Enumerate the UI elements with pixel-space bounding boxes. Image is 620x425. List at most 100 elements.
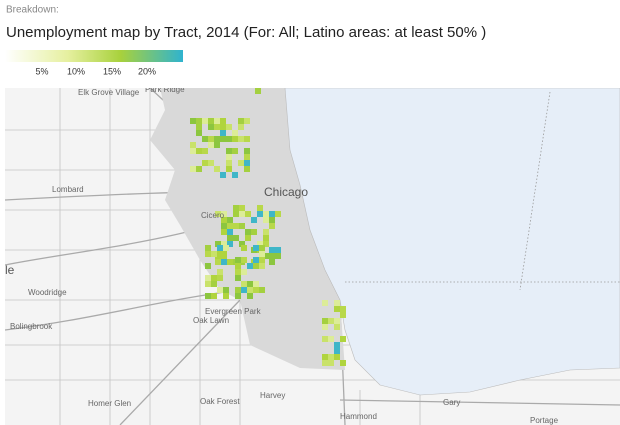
tract [221, 217, 227, 223]
tract [259, 251, 265, 257]
tract [221, 223, 227, 229]
tract [205, 245, 211, 251]
tract [227, 217, 233, 223]
tract [269, 217, 275, 223]
tract [221, 259, 227, 265]
tract [238, 136, 244, 142]
tract [208, 124, 214, 130]
tract [235, 269, 241, 275]
tract [255, 88, 261, 94]
tract [208, 136, 214, 142]
place-label: Oak Forest [200, 397, 240, 406]
tract [220, 124, 226, 130]
tract [259, 257, 265, 263]
tract [227, 241, 233, 247]
tract [253, 257, 259, 263]
tract [253, 281, 259, 287]
tract [232, 172, 238, 178]
tract [239, 205, 245, 211]
tract [263, 211, 269, 217]
tract [232, 130, 238, 136]
tract [328, 360, 334, 366]
tract [253, 245, 259, 251]
tract [196, 148, 202, 154]
tract [257, 211, 263, 217]
tract [214, 166, 220, 172]
tract [235, 293, 241, 299]
tract [251, 217, 257, 223]
tract [190, 148, 196, 154]
tract [202, 118, 208, 124]
tract [232, 136, 238, 142]
tract [208, 118, 214, 124]
place-label: Gary [443, 398, 460, 407]
tract [244, 118, 250, 124]
legend-tick: 15% [103, 66, 121, 76]
tract [244, 160, 250, 166]
tract [322, 300, 328, 306]
place-label: Evergreen Park [205, 307, 262, 316]
tract [245, 211, 251, 217]
tract [205, 281, 211, 287]
place-label: Lombard [52, 185, 84, 194]
tract [208, 142, 214, 148]
tract [241, 245, 247, 251]
tract [239, 223, 245, 229]
tract [269, 211, 275, 217]
tract [238, 124, 244, 130]
tract [244, 136, 250, 142]
tract [221, 229, 227, 235]
tract [340, 312, 346, 318]
tract [263, 217, 269, 223]
tract [275, 247, 281, 253]
map-title: Unemployment map by Tract, 2014 (For: Al… [6, 24, 486, 41]
place-label: Portage [530, 416, 559, 425]
tract [214, 118, 220, 124]
tract [233, 205, 239, 211]
tract [245, 229, 251, 235]
place-label: Hammond [340, 412, 377, 421]
tract [328, 336, 334, 342]
tract [232, 148, 238, 154]
state-line [345, 91, 620, 291]
tract [241, 257, 247, 263]
tract [239, 211, 245, 217]
place-label: Harvey [260, 391, 285, 400]
tract [328, 318, 334, 324]
tract [226, 154, 232, 160]
tract [257, 241, 263, 247]
tract [235, 275, 241, 281]
tracts [190, 88, 346, 366]
tract [211, 293, 217, 299]
tract [223, 287, 229, 293]
tract [241, 269, 247, 275]
tract [217, 275, 223, 281]
tract [227, 223, 233, 229]
legend-tick: 10% [67, 66, 85, 76]
place-label: Elk Grove Village [78, 88, 140, 97]
tract [217, 269, 223, 275]
tract [196, 118, 202, 124]
breakdown-label: Breakdown: [6, 5, 59, 16]
tract [247, 263, 253, 269]
place-label: Cicero [201, 211, 225, 220]
tract [202, 148, 208, 154]
tract [340, 360, 346, 366]
tract [263, 241, 269, 247]
tract [215, 241, 221, 247]
tract [269, 259, 275, 265]
tract [227, 235, 233, 241]
tract [247, 293, 253, 299]
tract [217, 245, 223, 251]
tract [253, 287, 259, 293]
tract [334, 324, 340, 330]
tract [215, 211, 221, 217]
tract [251, 229, 257, 235]
tract [247, 281, 253, 287]
tract [220, 136, 226, 142]
tract [214, 142, 220, 148]
legend-tick: 20% [138, 66, 156, 76]
tract [208, 160, 214, 166]
tract [202, 136, 208, 142]
